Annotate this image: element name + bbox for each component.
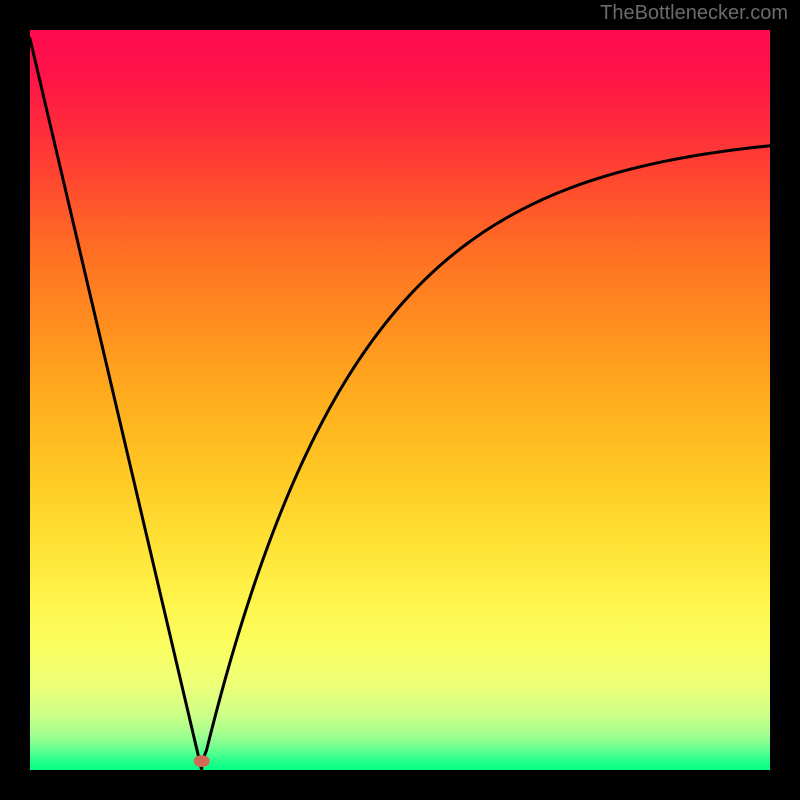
bottleneck-chart: TheBottlenecker.com bbox=[0, 0, 800, 800]
plot-area bbox=[30, 30, 770, 770]
chart-svg bbox=[0, 0, 800, 800]
optimum-marker bbox=[194, 755, 210, 767]
watermark-text: TheBottlenecker.com bbox=[600, 2, 788, 25]
